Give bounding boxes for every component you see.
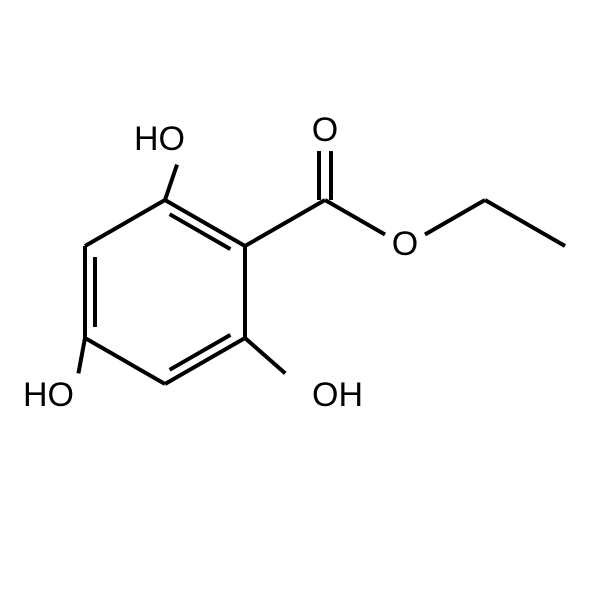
atom-label: O (392, 225, 418, 263)
bond-double-outer (165, 338, 245, 384)
atom-label: OH (312, 376, 363, 414)
bond-single (325, 200, 385, 235)
molecule-diagram: O O HO OH HO (0, 0, 600, 600)
bond-single (78, 338, 85, 373)
atom-label: HO (134, 120, 185, 158)
bond-single (485, 200, 565, 246)
bond-single (85, 338, 165, 384)
bond-single (245, 200, 325, 246)
atom-label: O (312, 111, 338, 149)
bond-single (245, 338, 285, 373)
bond-single (165, 165, 177, 200)
bond-single (85, 200, 165, 246)
bond-double-outer (165, 200, 245, 246)
bond-single (425, 200, 485, 235)
atom-label: HO (23, 376, 74, 414)
